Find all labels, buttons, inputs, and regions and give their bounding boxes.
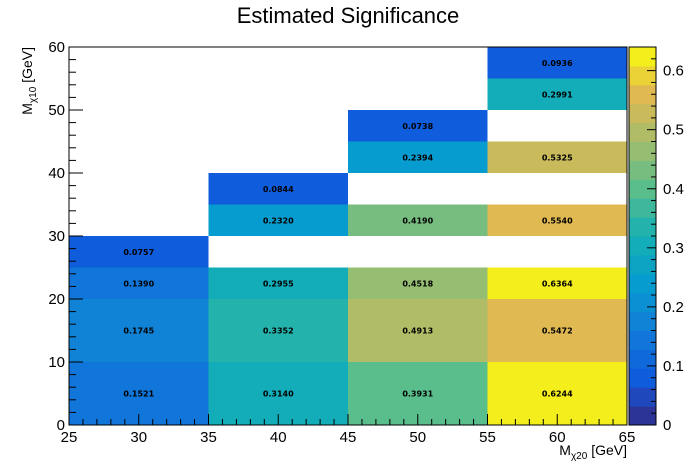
cell-value-label: 0.2394 <box>402 153 433 162</box>
cell-value-label: 0.4913 <box>402 327 433 336</box>
colorbar-band <box>629 387 656 407</box>
cell-value-label: 0.1745 <box>123 327 154 336</box>
colorbar-band <box>629 406 656 426</box>
heatmap-cell <box>69 299 209 362</box>
cell-value-label: 0.0738 <box>402 122 433 131</box>
x-tick-label: 60 <box>549 429 566 446</box>
cell-value-label: 0.2991 <box>542 90 573 99</box>
cell-value-label: 0.1521 <box>123 390 154 399</box>
colorbar-band <box>629 122 656 142</box>
colorbar-band <box>629 292 656 313</box>
cell-value-label: 0.4518 <box>402 279 433 288</box>
cell-value-label: 0.1390 <box>123 279 154 288</box>
heatmap-cell <box>348 110 488 142</box>
heatmap-cell <box>487 78 627 110</box>
x-tick-label: 50 <box>409 429 426 446</box>
x-tick-label: 40 <box>270 429 287 446</box>
colorbar-tick-label: 0.4 <box>663 181 684 198</box>
x-axis-title: Mχ20 [GeV] <box>559 442 627 462</box>
y-axis-title: Mχ10 [GeV] <box>19 47 39 115</box>
x-tick-label: 45 <box>340 429 357 446</box>
y-tick-label: 30 <box>48 228 65 245</box>
heatmap-cell <box>208 299 348 362</box>
y-tick-label: 20 <box>48 291 65 308</box>
colorbar-tick-label: 0.3 <box>663 240 684 257</box>
chart-title: Estimated Significance <box>236 3 460 28</box>
heatmap-cell <box>487 47 627 79</box>
x-tick-label: 55 <box>479 429 496 446</box>
cell-value-label: 0.0844 <box>263 185 294 194</box>
colorbar-band <box>629 103 656 124</box>
colorbar-band <box>629 198 656 218</box>
colorbar-band <box>629 179 656 199</box>
y-tick-label: 10 <box>48 354 65 371</box>
cell-value-label: 0.3140 <box>263 390 294 399</box>
cell-value-label: 0.5540 <box>542 216 573 225</box>
heatmap-cell <box>348 299 488 362</box>
colorbar-tick-label: 0.5 <box>663 122 684 139</box>
cell-value-label: 0.2955 <box>263 279 294 288</box>
cell-value-label: 0.3352 <box>263 327 294 336</box>
colorbar-band <box>629 368 656 388</box>
colorbar-band <box>629 273 656 294</box>
colorbar-tick-label: 0.1 <box>663 358 684 375</box>
y-tick-label: 50 <box>48 102 65 119</box>
colorbar-band <box>629 254 656 275</box>
heatmap-cell <box>487 204 627 236</box>
cells-layer <box>69 47 627 425</box>
cell-value-label: 0.0757 <box>123 248 154 257</box>
cell-value-label: 0.4190 <box>402 216 433 225</box>
colorbar-band <box>629 349 656 369</box>
heatmap-cell <box>348 141 488 173</box>
cell-value-label: 0.5472 <box>542 327 573 336</box>
colorbar-band <box>629 141 656 161</box>
x-tick-label: 25 <box>61 429 78 446</box>
y-tick-label: 60 <box>48 39 65 56</box>
y-axis: 0 10 20 30 40 50 60 <box>48 39 83 434</box>
x-axis: 25 30 35 40 45 50 55 60 65 <box>61 414 636 446</box>
cell-value-label: 0.2320 <box>263 216 294 225</box>
colorbar-band <box>629 160 656 180</box>
cell-value-label: 0.0936 <box>542 59 573 68</box>
colorbar-band <box>629 217 656 237</box>
colorbar-band <box>629 47 656 67</box>
cell-value-label: 0.6244 <box>542 390 573 399</box>
heatmap-cell <box>208 173 348 205</box>
cell-value-label: 0.3931 <box>402 390 433 399</box>
cell-value-label: 0.5325 <box>542 153 573 162</box>
x-tick-label: 65 <box>619 429 636 446</box>
colorbar-band <box>629 330 656 350</box>
heatmap-cell <box>348 204 488 236</box>
y-tick-label: 0 <box>57 417 65 434</box>
heatmap-cell <box>348 267 488 299</box>
heatmap-cell <box>208 204 348 236</box>
heatmap-cell <box>208 267 348 299</box>
colorbar-tick-label: 0.2 <box>663 299 684 316</box>
colorbar-band <box>629 311 656 331</box>
heatmap-cell <box>69 267 209 299</box>
cell-value-label: 0.6364 <box>542 279 573 288</box>
y-tick-label: 40 <box>48 165 65 182</box>
heatmap-cell <box>487 141 627 173</box>
x-tick-label: 30 <box>130 429 147 446</box>
heatmap-cell <box>487 267 627 299</box>
heatmap-cell <box>69 236 209 268</box>
colorbar-band <box>629 84 656 105</box>
heatmap-cell <box>487 299 627 362</box>
colorbar: 0 0.1 0.2 0.3 0.4 0.5 0.6 <box>628 46 684 434</box>
cell-labels-layer: 0.1521 0.1745 0.1390 0.0757 0.3140 0.3352 0.29… <box>123 59 573 399</box>
x-tick-label: 35 <box>200 429 217 446</box>
colorbar-tick-label: 0.6 <box>663 63 684 80</box>
colorbar-tick-label: 0 <box>663 417 671 434</box>
colorbar-band <box>629 236 656 256</box>
